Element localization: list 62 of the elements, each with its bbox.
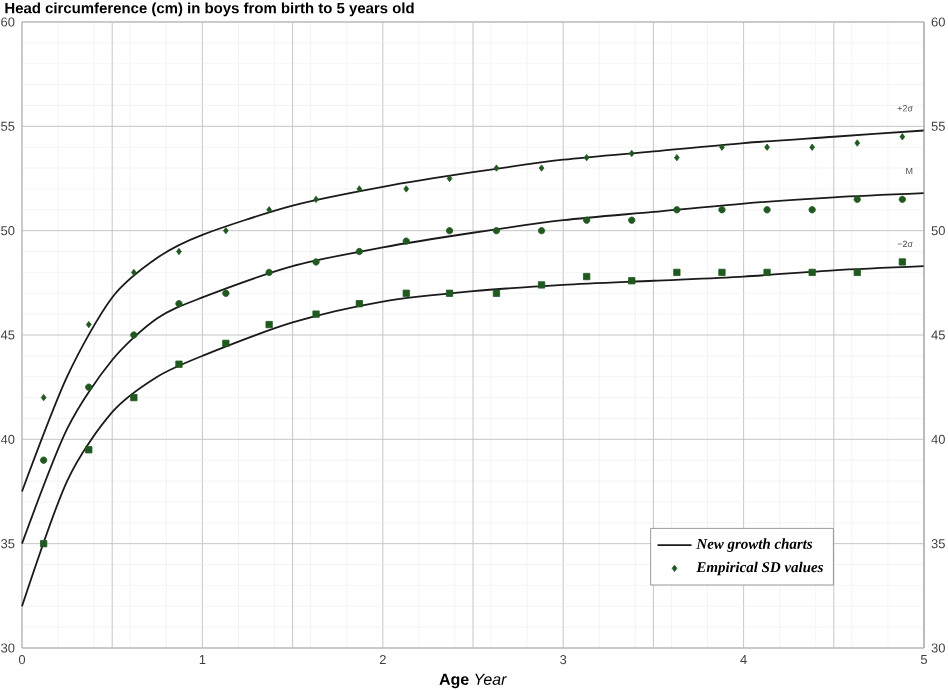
point — [85, 383, 93, 391]
point — [809, 143, 815, 151]
point — [402, 289, 410, 297]
point — [356, 185, 363, 193]
point — [40, 540, 48, 548]
point — [763, 206, 771, 214]
point — [673, 206, 681, 214]
point — [223, 227, 229, 235]
point — [628, 216, 636, 224]
point — [763, 268, 771, 276]
point — [85, 446, 93, 454]
point — [266, 206, 272, 214]
point — [628, 277, 636, 285]
point — [898, 258, 906, 266]
point — [537, 227, 546, 235]
point — [898, 195, 906, 203]
point — [899, 133, 906, 141]
point — [85, 320, 92, 329]
point — [719, 143, 725, 151]
point — [718, 268, 726, 276]
line-series — [21, 265, 925, 608]
point — [402, 237, 410, 245]
point — [493, 164, 500, 172]
point — [673, 268, 681, 276]
point — [538, 164, 545, 172]
point — [130, 331, 138, 339]
point — [674, 154, 680, 162]
point — [718, 206, 726, 214]
point — [312, 258, 320, 266]
point — [583, 272, 591, 281]
point — [808, 268, 816, 276]
point — [40, 456, 48, 464]
point — [222, 339, 230, 347]
point — [265, 268, 273, 276]
point — [403, 185, 410, 193]
point — [492, 289, 501, 297]
point — [537, 281, 546, 289]
point — [853, 268, 861, 276]
point — [854, 139, 861, 147]
point — [175, 300, 183, 308]
point — [176, 247, 182, 256]
point — [445, 289, 454, 297]
point — [265, 320, 273, 329]
point — [312, 310, 320, 318]
point — [445, 227, 454, 235]
point — [446, 174, 453, 183]
point — [853, 195, 861, 203]
point — [764, 143, 770, 151]
point — [130, 394, 138, 402]
point — [355, 247, 363, 256]
point — [355, 300, 363, 308]
line-series — [21, 129, 925, 493]
point — [313, 195, 319, 203]
point — [131, 268, 137, 276]
point — [808, 206, 816, 214]
point — [628, 149, 635, 158]
point — [222, 289, 230, 297]
point — [583, 154, 590, 162]
point — [492, 227, 501, 235]
point — [40, 394, 47, 402]
point — [583, 216, 591, 224]
point — [175, 360, 183, 368]
